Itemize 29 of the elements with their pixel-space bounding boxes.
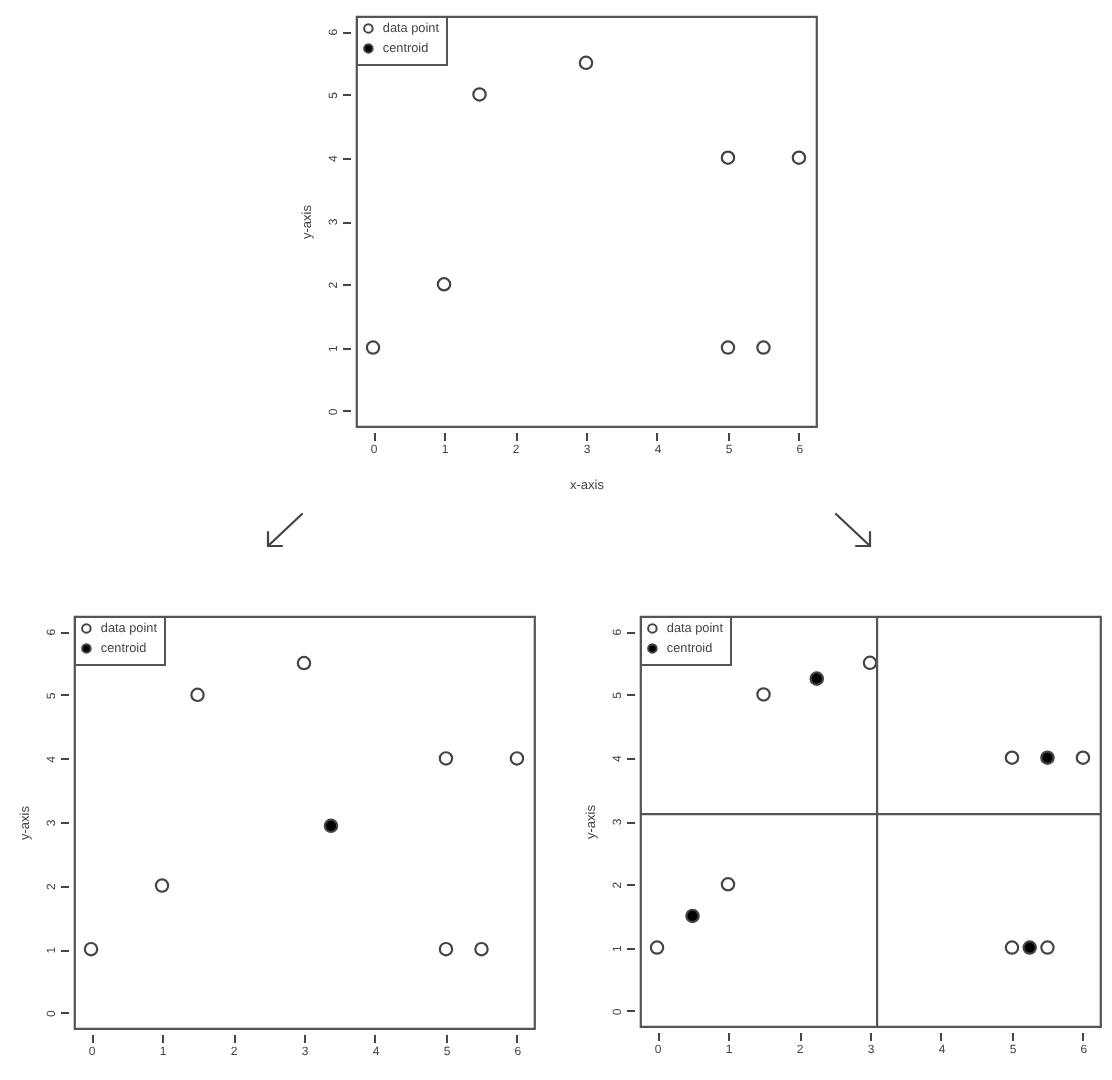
point [83,941,99,957]
point [720,340,736,355]
point [365,340,381,355]
point [472,87,487,102]
point [791,150,807,165]
point [809,671,825,686]
point [474,941,489,957]
point [436,277,452,292]
point [1040,750,1055,765]
point [1004,750,1020,765]
point [154,878,170,893]
point [862,655,878,671]
point [685,908,700,924]
point [296,655,312,671]
point [720,877,736,892]
point [190,687,205,703]
point [756,687,771,702]
point [1004,940,1020,955]
point [720,150,736,165]
point [438,751,454,766]
point [438,941,454,957]
point [756,340,771,355]
point [1022,940,1037,955]
point [578,55,594,71]
point [323,818,339,834]
point [509,751,525,766]
point [649,940,665,955]
point [1040,940,1055,955]
point [1075,750,1091,765]
